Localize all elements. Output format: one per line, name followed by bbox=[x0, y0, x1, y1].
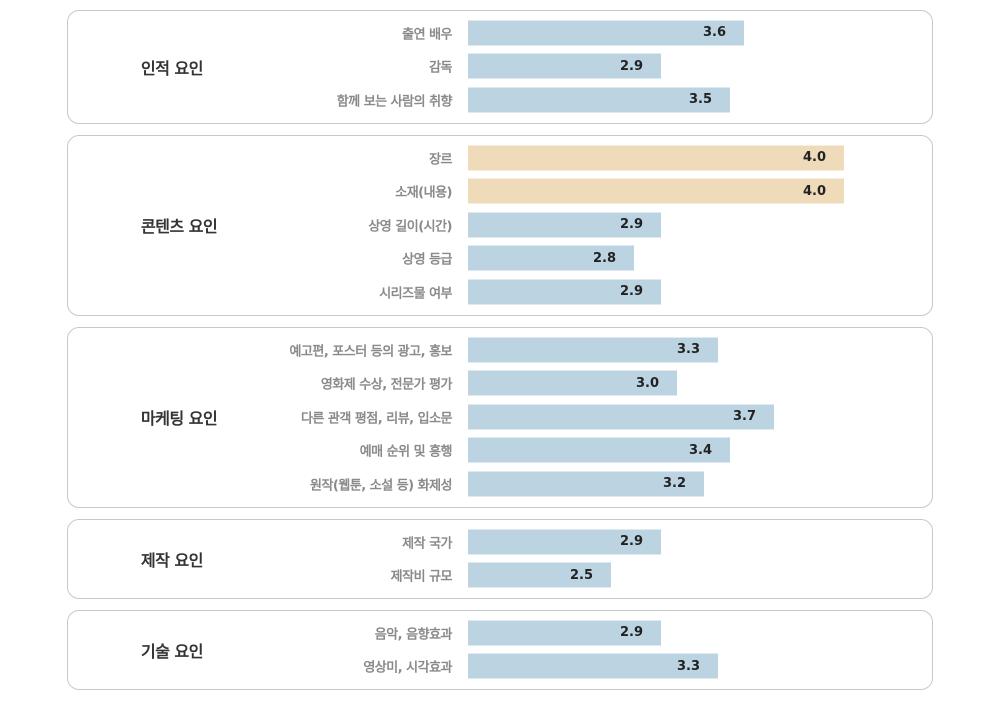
bar: 2.9 bbox=[468, 212, 661, 238]
bar: 3.3 bbox=[468, 337, 718, 363]
bar-row: 음악, 음향효과 2.9 bbox=[68, 616, 932, 650]
category-label: 제작비 규모 bbox=[390, 569, 453, 585]
bar-row: 소재(내용) 4.0 bbox=[68, 174, 932, 208]
bar: 2.9 bbox=[468, 53, 661, 79]
category-label: 음악, 음향효과 bbox=[374, 627, 453, 643]
data-label: 3.7 bbox=[732, 409, 756, 425]
category-label: 상영 길이(시간) bbox=[368, 219, 452, 235]
data-label: 3.5 bbox=[688, 92, 712, 108]
category-label: 상영 등급 bbox=[402, 252, 452, 268]
category-label: 원작(웹툰, 소설 등) 화제성 bbox=[310, 478, 453, 494]
bar-row: 제작비 규모 2.5 bbox=[68, 558, 932, 592]
bar-row: 감독 2.9 bbox=[68, 50, 932, 84]
group-2: 콘텐츠 요인 장르 4.0 소재(내용) 4.0 상영 길이(시간) 2.9 상영 등급 2.8… bbox=[67, 134, 933, 316]
bar-row: 영화제 수상, 전문가 평가 3.0 bbox=[68, 366, 932, 400]
data-label: 3.3 bbox=[676, 658, 700, 674]
category-label: 함께 보는 사람의 취향 bbox=[336, 94, 453, 110]
bar-row: 제작 국가 2.9 bbox=[68, 525, 932, 559]
bar: 2.9 bbox=[468, 620, 661, 646]
group-1: 인적 요인 출연 배우 3.6 감독 2.9 함께 보는 사람의 취향 3.5 bbox=[67, 10, 933, 124]
bar: 4.0 bbox=[468, 178, 844, 204]
data-label: 2.9 bbox=[619, 625, 643, 641]
bar-row: 상영 길이(시간) 2.9 bbox=[68, 208, 932, 242]
data-label: 3.6 bbox=[702, 25, 726, 41]
data-label: 2.8 bbox=[592, 250, 616, 266]
bar: 2.8 bbox=[468, 245, 634, 271]
data-label: 2.9 bbox=[619, 217, 643, 233]
bar-row: 상영 등급 2.8 bbox=[68, 242, 932, 276]
bar-row: 출연 배우 3.6 bbox=[68, 16, 932, 50]
bar: 3.2 bbox=[468, 471, 704, 497]
bar: 3.6 bbox=[468, 20, 744, 46]
bar-row: 장르 4.0 bbox=[68, 141, 932, 175]
bar: 2.9 bbox=[468, 279, 661, 305]
category-label: 예고편, 포스터 등의 광고, 홍보 bbox=[289, 344, 452, 360]
category-label: 영화제 수상, 전문가 평가 bbox=[320, 377, 453, 393]
bar: 4.0 bbox=[468, 145, 844, 171]
bar: 2.5 bbox=[468, 562, 611, 588]
data-label: 4.0 bbox=[802, 183, 826, 199]
group-5: 기술 요인 음악, 음향효과 2.9 영상미, 시각효과 3.3 bbox=[67, 609, 933, 691]
category-label: 장르 bbox=[429, 152, 452, 168]
data-label: 4.0 bbox=[802, 150, 826, 166]
bar-row: 원작(웹툰, 소설 등) 화제성 3.2 bbox=[68, 467, 932, 501]
data-label: 2.9 bbox=[619, 58, 643, 74]
bar: 3.7 bbox=[468, 404, 774, 430]
data-label: 2.9 bbox=[619, 534, 643, 550]
group-4: 제작 요인 제작 국가 2.9 제작비 규모 2.5 bbox=[67, 518, 933, 599]
group-title: 기술 요인 bbox=[141, 642, 203, 661]
bar: 3.5 bbox=[468, 87, 730, 113]
bar-row: 다른 관객 평점, 리뷰, 입소문 3.7 bbox=[68, 400, 932, 434]
bar: 3.0 bbox=[468, 370, 677, 396]
group-title: 제작 요인 bbox=[141, 550, 203, 570]
data-label: 3.4 bbox=[688, 442, 712, 458]
grouped-bar-chart: 인적 요인 출연 배우 3.6 감독 2.9 함께 보는 사람의 취향 3.5 콘텐츠 요인 장… bbox=[67, 10, 933, 701]
category-label: 영상미, 시각효과 bbox=[363, 660, 452, 676]
group-title: 콘텐츠 요인 bbox=[141, 217, 218, 237]
category-label: 소재(내용) bbox=[395, 185, 452, 201]
bar: 3.3 bbox=[468, 653, 718, 679]
bar-row: 예고편, 포스터 등의 광고, 홍보 3.3 bbox=[68, 333, 932, 367]
group-3: 마케팅 요인 예고편, 포스터 등의 광고, 홍보 3.3 영화제 수상, 전문가 평… bbox=[67, 326, 933, 508]
category-label: 다른 관객 평점, 리뷰, 입소문 bbox=[300, 411, 453, 427]
bar: 2.9 bbox=[468, 529, 661, 555]
data-label: 3.0 bbox=[635, 375, 659, 391]
group-title: 인적 요인 bbox=[141, 58, 203, 78]
data-label: 2.5 bbox=[569, 567, 593, 583]
category-label: 출연 배우 bbox=[402, 27, 452, 43]
bar: 3.4 bbox=[468, 437, 730, 463]
data-label: 3.2 bbox=[662, 476, 686, 492]
bar-row: 함께 보는 사람의 취향 3.5 bbox=[68, 83, 932, 117]
data-label: 2.9 bbox=[619, 284, 643, 300]
category-label: 제작 국가 bbox=[402, 536, 452, 552]
group-title: 마케팅 요인 bbox=[141, 409, 218, 429]
category-label: 예매 순위 및 흥행 bbox=[359, 444, 453, 460]
data-label: 3.3 bbox=[676, 342, 700, 358]
bar-row: 영상미, 시각효과 3.3 bbox=[68, 650, 932, 684]
category-label: 시리즈물 여부 bbox=[379, 286, 452, 302]
category-label: 감독 bbox=[429, 60, 452, 76]
bar-row: 시리즈물 여부 2.9 bbox=[68, 275, 932, 309]
bar-row: 예매 순위 및 흥행 3.4 bbox=[68, 434, 932, 468]
